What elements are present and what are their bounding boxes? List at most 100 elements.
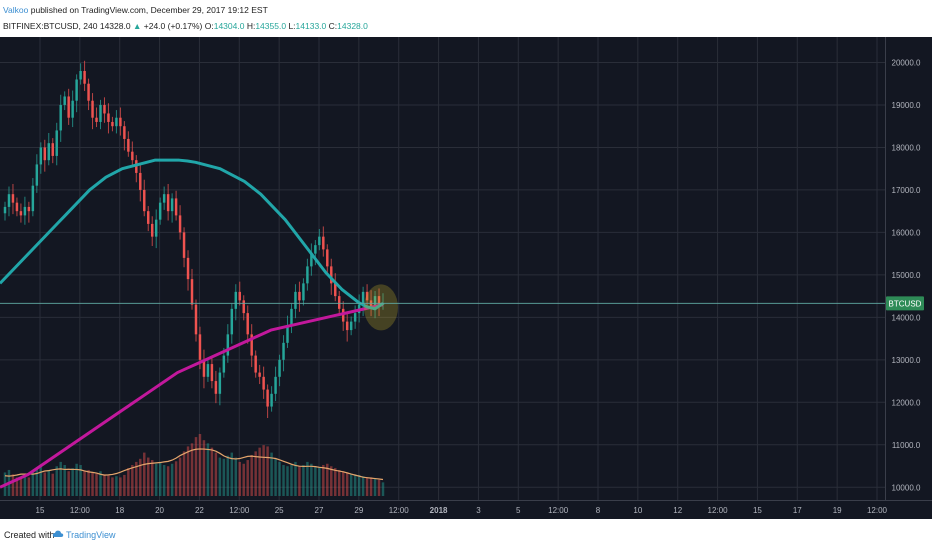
candle-body[interactable] <box>31 185 35 212</box>
candle-body[interactable] <box>322 236 325 250</box>
candle-body[interactable] <box>262 376 265 390</box>
candle-body[interactable] <box>270 393 273 407</box>
candle-body[interactable] <box>334 283 337 297</box>
candle-body[interactable] <box>127 138 130 152</box>
candle-body[interactable] <box>349 321 353 331</box>
candle-body[interactable] <box>306 266 309 284</box>
candle-body[interactable] <box>107 113 110 122</box>
candle-body[interactable] <box>83 70 86 84</box>
candle-body[interactable] <box>222 355 226 373</box>
candle-body[interactable] <box>250 334 253 356</box>
candle-body[interactable] <box>139 172 142 190</box>
candle-body[interactable] <box>194 304 198 335</box>
candle-body[interactable] <box>19 211 23 216</box>
candle-body[interactable] <box>246 313 249 335</box>
candle-body[interactable] <box>345 321 349 331</box>
candle-body[interactable] <box>314 245 317 254</box>
candle-body[interactable] <box>79 70 82 80</box>
candle-body[interactable] <box>373 296 377 309</box>
candle-body[interactable] <box>230 308 234 335</box>
candle-body[interactable] <box>27 206 31 212</box>
candle-body[interactable] <box>43 147 47 161</box>
candle-body[interactable] <box>210 364 214 382</box>
candle-body[interactable] <box>302 283 305 301</box>
candle-body[interactable] <box>7 194 11 207</box>
candle-body[interactable] <box>182 232 186 258</box>
candle-body[interactable] <box>75 79 78 101</box>
candle-body[interactable] <box>218 372 222 394</box>
candle-body[interactable] <box>198 334 202 360</box>
candle-body[interactable] <box>238 291 241 301</box>
tradingview-brand[interactable]: TradingView <box>66 530 116 540</box>
candle-body[interactable] <box>131 151 134 161</box>
candle-body[interactable] <box>226 334 230 356</box>
candle-body[interactable] <box>190 279 194 305</box>
candle-body[interactable] <box>330 266 333 284</box>
candle-body[interactable] <box>282 342 285 360</box>
candle-body[interactable] <box>337 296 341 309</box>
candle-body[interactable] <box>290 308 293 326</box>
candle-body[interactable] <box>67 96 70 118</box>
candle-body[interactable] <box>369 300 373 309</box>
candle-body[interactable] <box>318 236 321 246</box>
candle-body[interactable] <box>87 83 90 101</box>
candle-body[interactable] <box>158 202 162 220</box>
candle-body[interactable] <box>258 372 261 377</box>
candle-body[interactable] <box>242 300 245 314</box>
candle-body[interactable] <box>274 376 277 394</box>
candle-body[interactable] <box>298 291 301 301</box>
candle-body[interactable] <box>51 143 54 156</box>
candle-body[interactable] <box>365 291 369 301</box>
candle-body[interactable] <box>286 325 289 343</box>
candle-body[interactable] <box>326 249 329 267</box>
volume-bar <box>258 447 261 496</box>
candle-body[interactable] <box>95 117 98 122</box>
price-axis[interactable] <box>885 37 932 500</box>
candle-body[interactable] <box>143 189 146 212</box>
candle-body[interactable] <box>39 147 43 165</box>
candlestick-chart[interactable]: 20000.0 19000.0 18000.0 17000.0 16000.0 15000… <box>0 37 932 519</box>
candle-body[interactable] <box>266 389 269 407</box>
candle-body[interactable] <box>162 194 166 203</box>
candle-body[interactable] <box>15 202 19 212</box>
candle-body[interactable] <box>294 291 297 309</box>
candle-body[interactable] <box>341 308 345 322</box>
candle-body[interactable] <box>119 117 122 127</box>
candle-body[interactable] <box>23 206 27 216</box>
candle-body[interactable] <box>63 96 66 105</box>
candle-body[interactable] <box>3 206 7 214</box>
candle-body[interactable] <box>361 291 365 305</box>
candle-body[interactable] <box>166 194 170 212</box>
candle-body[interactable] <box>111 121 114 127</box>
candle-body[interactable] <box>310 253 313 267</box>
candle-body[interactable] <box>123 126 126 139</box>
candle-body[interactable] <box>170 198 174 212</box>
candle-body[interactable] <box>59 104 62 131</box>
candle-body[interactable] <box>99 104 102 122</box>
candle-body[interactable] <box>154 219 158 237</box>
candle-body[interactable] <box>91 100 94 118</box>
candle-body[interactable] <box>234 291 238 309</box>
volume-bar <box>334 468 337 496</box>
candle-body[interactable] <box>47 143 51 161</box>
author-link[interactable]: Valkoo <box>3 5 29 15</box>
candle-body[interactable] <box>206 364 210 377</box>
candle-body[interactable] <box>353 313 357 322</box>
candle-body[interactable] <box>103 104 106 114</box>
candle-body[interactable] <box>278 359 281 377</box>
candle-body[interactable] <box>115 117 118 127</box>
candle-body[interactable] <box>254 355 257 373</box>
candle-body[interactable] <box>55 130 58 156</box>
candle-body[interactable] <box>147 211 150 224</box>
candle-body[interactable] <box>214 381 218 394</box>
candle-body[interactable] <box>35 164 39 186</box>
candle-body[interactable] <box>377 296 381 305</box>
candle-body[interactable] <box>186 257 190 280</box>
candle-body[interactable] <box>178 215 182 233</box>
candle-body[interactable] <box>71 100 74 118</box>
candle-body[interactable] <box>174 198 178 216</box>
candle-body[interactable] <box>150 223 154 237</box>
candle-body[interactable] <box>11 194 15 203</box>
candle-body[interactable] <box>202 359 206 377</box>
chart-area[interactable]: 20000.0 19000.0 18000.0 17000.0 16000.0 15000… <box>0 37 932 519</box>
